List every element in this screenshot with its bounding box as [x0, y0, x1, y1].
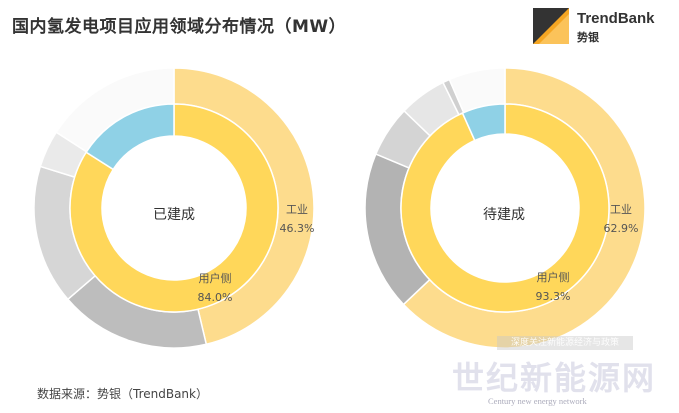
trendbank-logo: TrendBank 势银	[533, 6, 673, 46]
inner-value-user-built: 84.0%	[198, 291, 233, 304]
donut-chart-pending	[364, 67, 646, 349]
inner-ring-slice-0	[400, 103, 610, 313]
data-source: 数据来源：势银（TrendBank）	[37, 387, 208, 401]
outer-label-industry-built: 工业	[286, 203, 308, 216]
center-label-built: 已建成	[153, 207, 195, 223]
logo-mark-icon	[533, 8, 569, 44]
outer-value-industry-built: 46.3%	[280, 222, 315, 235]
center-label-pending: 待建成	[483, 207, 525, 223]
inner-label-user-built: 用户侧	[199, 271, 232, 285]
inner-ring-slice-1	[85, 103, 175, 171]
watermark-english: Century new energy network	[488, 396, 587, 406]
inner-label-user-pending: 用户侧	[537, 270, 570, 284]
outer-value-industry-pending: 62.9%	[604, 222, 639, 235]
logo-subtitle: 势银	[577, 31, 599, 44]
inner-value-user-pending: 93.3%	[536, 290, 571, 303]
donut-chart-built	[33, 67, 315, 349]
inner-ring-slice-1	[461, 103, 506, 142]
logo-name: TrendBank	[577, 10, 655, 27]
watermark-tagline: 深度关注新能源经济与政策	[497, 336, 633, 350]
chart-title: 国内氢发电项目应用领域分布情况（MW）	[12, 17, 347, 37]
watermark-text: 世纪新能源网	[452, 359, 657, 397]
inner-ring-slice-0	[69, 103, 279, 313]
outer-label-industry-pending: 工业	[610, 203, 632, 216]
